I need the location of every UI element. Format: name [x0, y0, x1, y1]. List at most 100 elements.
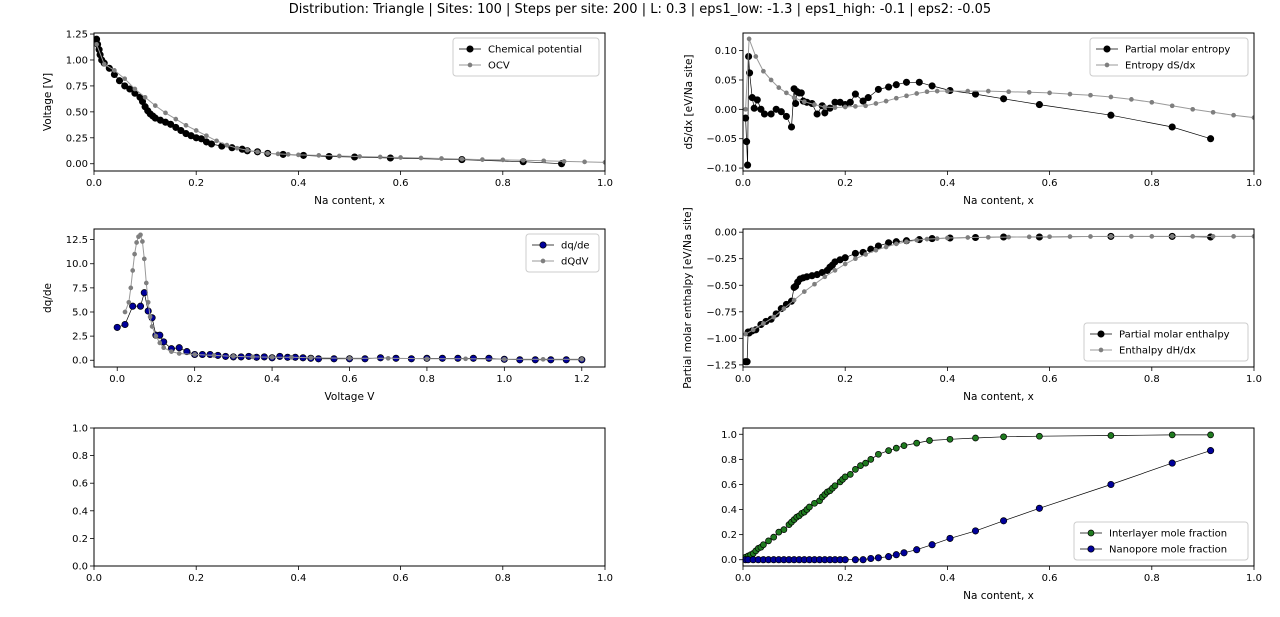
data-point [169, 349, 174, 354]
x-tick-label: 0.4 [939, 374, 955, 385]
data-point [1169, 103, 1175, 109]
series-1 [743, 234, 1254, 337]
data-point [971, 90, 980, 98]
data-point [746, 69, 754, 77]
data-point [768, 77, 774, 83]
data-point [743, 114, 750, 122]
legend: Partial molar entropy Entropy dS/dx [1089, 37, 1249, 77]
data-point [1006, 89, 1012, 95]
data-point [250, 354, 256, 360]
legend: dq/de dQdV [525, 233, 600, 273]
data-point [744, 161, 752, 169]
y-tick-label: 0.4 [721, 505, 737, 516]
x-tick-label: 0.0 [735, 374, 751, 385]
x-tick-label: 0.8 [419, 374, 435, 385]
data-point [136, 302, 145, 310]
data-point [822, 104, 828, 110]
x-tick-label: 1.0 [597, 573, 613, 584]
y-tick-label: 10.0 [66, 259, 88, 270]
x-tick-label: 0.0 [109, 374, 125, 385]
legend-label: dq/de [561, 241, 590, 252]
data-point [147, 314, 153, 320]
legend-label: Nanopore mole fraction [1109, 545, 1227, 556]
data-point [255, 149, 260, 155]
data-point [1168, 431, 1176, 439]
y-tick-label: 0.50 [66, 107, 88, 118]
x-tick-label: 0.0 [735, 178, 751, 189]
data-point [832, 105, 838, 110]
data-point [853, 256, 858, 262]
x-tick-label: 1.0 [1246, 374, 1262, 385]
data-point [853, 104, 858, 109]
data-point [143, 280, 149, 286]
data-point [1108, 94, 1114, 100]
data-point [1207, 447, 1215, 455]
series-0 [94, 35, 566, 168]
data-point [1026, 234, 1032, 240]
data-point [821, 109, 829, 117]
x-tick-label: 1.0 [1246, 178, 1262, 189]
data-point [176, 351, 182, 356]
data-point [914, 91, 920, 96]
data-point [520, 157, 526, 163]
data-point [204, 133, 209, 139]
data-point [1035, 101, 1043, 109]
data-point [743, 138, 751, 146]
data-point [141, 256, 147, 262]
x-tick-label: 0.8 [1144, 178, 1160, 189]
y-tick-label: 7.5 [72, 283, 88, 294]
legend-box [1073, 521, 1249, 561]
x-axis-label: Na content, x [963, 195, 1034, 207]
data-point [285, 152, 291, 157]
data-point [792, 99, 800, 108]
data-point [316, 153, 322, 158]
series-line [745, 235, 1254, 335]
x-tick-label: 0.0 [86, 178, 102, 189]
data-point [193, 128, 199, 133]
data-point [753, 96, 761, 104]
data-point [1210, 109, 1216, 115]
data-point [915, 78, 923, 86]
data-point [781, 306, 787, 311]
data-point [376, 354, 385, 362]
data-point [531, 356, 539, 364]
legend-box [452, 37, 600, 77]
x-tick-label: 0.2 [188, 573, 204, 584]
data-point [231, 354, 236, 359]
data-point [1107, 480, 1115, 489]
y-tick-label: 0.0 [721, 555, 737, 566]
data-point [132, 86, 138, 92]
y-tick-label: −1.25 [706, 360, 737, 371]
data-point [892, 444, 900, 452]
data-point [851, 249, 859, 257]
data-point [965, 88, 971, 94]
data-point [822, 274, 828, 280]
data-point [183, 122, 189, 128]
y-tick-label: 1.0 [721, 430, 737, 441]
data-point [541, 158, 547, 164]
data-point [1047, 234, 1052, 240]
data-point [1047, 90, 1052, 96]
data-point [780, 526, 788, 533]
data-point [791, 95, 797, 100]
data-point [347, 355, 352, 361]
x-tick-label: 0.6 [1042, 178, 1058, 189]
data-point [122, 309, 128, 315]
legend-box [1083, 322, 1249, 362]
data-point [1036, 432, 1043, 440]
legend-marker [1098, 347, 1104, 353]
data-point [454, 354, 462, 362]
data-point [801, 99, 807, 105]
series-1 [743, 447, 1215, 564]
data-point [862, 459, 869, 467]
series-line [124, 233, 582, 360]
data-point [746, 36, 752, 42]
data-point [902, 78, 911, 86]
data-point [965, 235, 971, 240]
y-tick-label: 5.0 [72, 307, 88, 318]
data-point [892, 81, 900, 89]
data-point [140, 239, 145, 244]
legend-label: Partial molar enthalpy [1119, 330, 1230, 341]
x-axis-label: Na content, x [963, 391, 1034, 403]
